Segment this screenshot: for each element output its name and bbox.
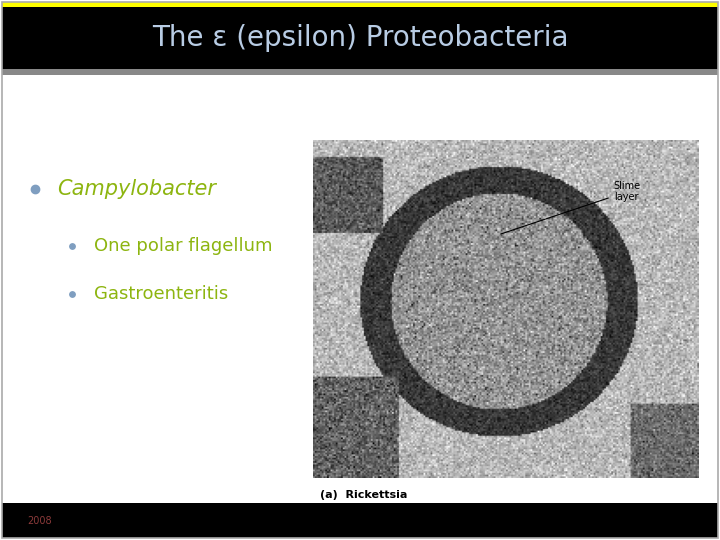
Bar [2,69,718,75]
Text: Gastroenteritis: Gastroenteritis [94,285,228,303]
Text: The ε (epsilon) Proteobacteria: The ε (epsilon) Proteobacteria [152,24,568,52]
Text: Campylobacter: Campylobacter [58,179,217,199]
Bar [2,2,718,7]
Text: One polar flagellum: One polar flagellum [94,237,272,255]
Text: (a)  Rickettsia: (a) Rickettsia [320,490,408,500]
Text: Slime
layer: Slime layer [500,181,641,234]
Bar [2,2,718,75]
Bar [2,503,718,538]
Text: 2008: 2008 [27,516,52,526]
